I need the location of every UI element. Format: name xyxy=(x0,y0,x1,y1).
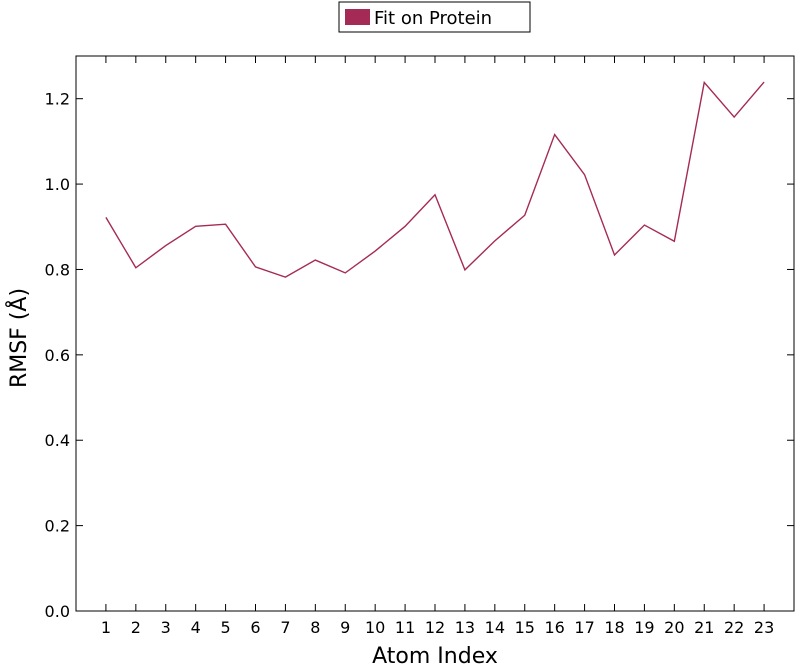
y-tick-label: 0.8 xyxy=(45,260,70,279)
x-tick-label: 20 xyxy=(664,618,684,637)
x-tick-label: 10 xyxy=(365,618,385,637)
x-tick-label: 11 xyxy=(395,618,415,637)
y-tick-label: 0.0 xyxy=(45,602,70,621)
x-tick-label: 1 xyxy=(101,618,111,637)
y-axis: 0.0 0.2 0.4 0.6 0.8 1.0 1.2 xyxy=(45,90,794,621)
x-tick-label: 8 xyxy=(310,618,320,637)
y-axis-label: RMSF (Å) xyxy=(5,288,32,388)
x-tick-label: 16 xyxy=(544,618,564,637)
x-tick-label: 19 xyxy=(634,618,654,637)
y-tick-label: 0.4 xyxy=(45,431,70,450)
legend: Fit on Protein xyxy=(338,1,531,33)
x-tick-label: 18 xyxy=(604,618,624,637)
x-tick-label: 7 xyxy=(280,618,290,637)
x-tick-label: 9 xyxy=(340,618,350,637)
x-tick-label: 15 xyxy=(515,618,535,637)
legend-box xyxy=(338,1,531,33)
x-tick-label: 23 xyxy=(754,618,774,637)
series-line-fit-on-protein xyxy=(105,80,765,278)
y-tick-label: 0.2 xyxy=(45,517,70,536)
x-tick-label: 14 xyxy=(485,618,505,637)
x-axis: 1 2 3 4 5 6 7 8 9 10 11 12 13 14 15 16 17 18 19 20 21 22 23 xyxy=(101,56,774,637)
x-axis-label: Atom Index xyxy=(372,644,498,666)
x-tick-label: 5 xyxy=(220,618,230,637)
legend-swatch xyxy=(345,9,370,25)
x-tick-label: 12 xyxy=(425,618,445,637)
x-tick-label: 4 xyxy=(191,618,201,637)
y-tick-label: 0.6 xyxy=(45,346,70,365)
y-tick-label: 1.2 xyxy=(45,90,70,109)
x-tick-label: 21 xyxy=(694,618,714,637)
legend-label: Fit on Protein xyxy=(374,8,492,29)
plot-area xyxy=(75,55,795,612)
x-tick-label: 13 xyxy=(455,618,475,637)
x-tick-label: 3 xyxy=(161,618,171,637)
y-tick-label: 1.0 xyxy=(45,175,70,194)
x-tick-label: 22 xyxy=(724,618,744,637)
x-tick-label: 17 xyxy=(574,618,594,637)
x-tick-label: 6 xyxy=(250,618,260,637)
x-tick-label: 2 xyxy=(131,618,141,637)
